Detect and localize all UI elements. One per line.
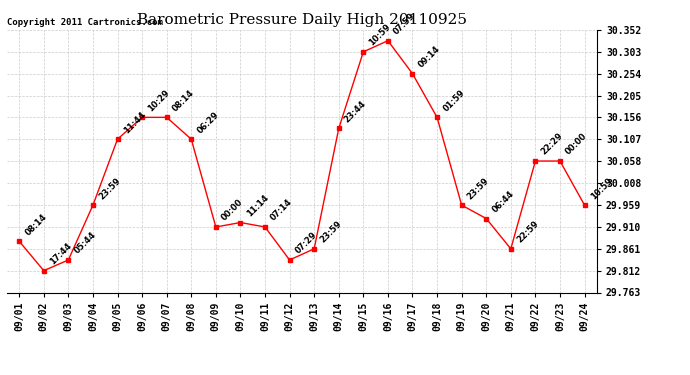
Text: 17:44: 17:44 bbox=[48, 241, 73, 267]
Text: 08:14: 08:14 bbox=[171, 88, 196, 113]
Text: 07:14: 07:14 bbox=[269, 198, 295, 223]
Text: 23:59: 23:59 bbox=[318, 219, 344, 245]
Text: 10:59: 10:59 bbox=[368, 22, 393, 48]
Text: 00:00: 00:00 bbox=[564, 132, 589, 157]
Text: 09:14: 09:14 bbox=[417, 44, 442, 69]
Text: 08:14: 08:14 bbox=[23, 212, 48, 237]
Text: 23:59: 23:59 bbox=[97, 176, 122, 201]
Text: 10:59: 10:59 bbox=[589, 176, 614, 201]
Text: 23:44: 23:44 bbox=[343, 99, 368, 124]
Text: 11:44: 11:44 bbox=[121, 110, 147, 135]
Text: 01:59: 01:59 bbox=[441, 88, 466, 113]
Text: 11:14: 11:14 bbox=[244, 193, 270, 218]
Text: 23:59: 23:59 bbox=[466, 176, 491, 201]
Text: 00:00: 00:00 bbox=[220, 198, 245, 223]
Text: 22:59: 22:59 bbox=[515, 219, 540, 245]
Text: 05:44: 05:44 bbox=[72, 231, 98, 256]
Title: Barometric Pressure Daily High 20110925: Barometric Pressure Daily High 20110925 bbox=[137, 13, 467, 27]
Text: 10:29: 10:29 bbox=[146, 88, 171, 113]
Text: 06:44: 06:44 bbox=[491, 189, 515, 214]
Text: 07:59: 07:59 bbox=[392, 11, 417, 36]
Text: 22:29: 22:29 bbox=[540, 132, 565, 157]
Text: 06:29: 06:29 bbox=[195, 110, 221, 135]
Text: Copyright 2011 Cartronics.com: Copyright 2011 Cartronics.com bbox=[7, 18, 163, 27]
Text: 07:29: 07:29 bbox=[294, 231, 319, 256]
